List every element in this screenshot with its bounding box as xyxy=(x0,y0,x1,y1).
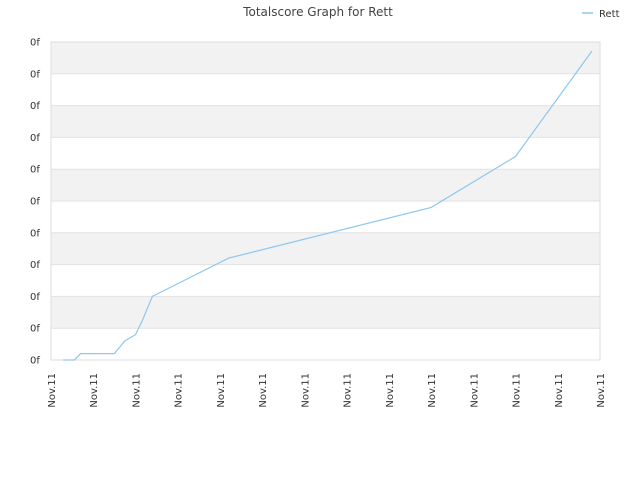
y-tick-label: 0f xyxy=(30,324,40,335)
x-tick-label: Nov.11 xyxy=(174,373,185,408)
x-tick-label: Nov.11 xyxy=(47,373,58,408)
x-tick-label: Nov.11 xyxy=(89,373,100,408)
data-point xyxy=(151,295,153,297)
x-tick-label: Nov.11 xyxy=(427,373,438,408)
y-tick-label: 0f xyxy=(30,133,40,144)
plot-band xyxy=(51,42,600,74)
x-axis-ticks: Nov.11 Nov.11 Nov.11 Nov.11 Nov.11 Nov.11 Nov.… xyxy=(47,373,607,408)
x-tick-label: Nov.11 xyxy=(596,373,607,408)
x-tick-label: Nov.11 xyxy=(131,373,142,408)
series-layer xyxy=(63,50,593,361)
data-point xyxy=(134,333,137,336)
data-point xyxy=(113,353,115,355)
x-tick-label: Nov.11 xyxy=(385,373,396,408)
y-tick-label: 0f xyxy=(30,292,40,303)
data-point xyxy=(227,257,229,259)
plot-band xyxy=(51,296,600,329)
y-tick-label: 0f xyxy=(30,165,40,176)
data-point xyxy=(124,340,126,342)
x-tick-label: Nov.11 xyxy=(512,373,523,408)
y-tick-label: 0f xyxy=(30,69,40,80)
x-tick-label: Nov.11 xyxy=(258,373,269,408)
plot-bands xyxy=(51,42,600,329)
data-point xyxy=(73,359,75,361)
legend[interactable]: Rett xyxy=(582,9,620,20)
y-tick-label: 0f xyxy=(30,228,40,239)
data-point xyxy=(63,359,65,361)
y-tick-label: 0f xyxy=(30,260,40,271)
data-point xyxy=(514,155,517,158)
plot-band xyxy=(51,105,600,138)
data-point xyxy=(141,321,143,323)
legend-label-rett: Rett xyxy=(599,9,620,20)
series-line-rett xyxy=(63,51,593,361)
plot-band xyxy=(51,169,600,201)
y-tick-label: 0f xyxy=(30,101,40,112)
x-tick-label: Nov.11 xyxy=(300,373,311,408)
data-point xyxy=(430,206,432,208)
x-tick-label: Nov.11 xyxy=(343,373,354,408)
plot-band xyxy=(51,232,600,265)
y-tick-label: 0f xyxy=(30,197,40,208)
y-tick-label: 0f xyxy=(30,38,40,49)
y-axis-ticks: 0f 0f 0f 0f 0f 0f 0f 0f 0f 0f 0f xyxy=(30,38,40,367)
x-tick-label: Nov.11 xyxy=(554,373,565,408)
x-tick-label: Nov.11 xyxy=(216,373,227,408)
chart-title: Totalscore Graph for Rett xyxy=(242,5,393,19)
data-point xyxy=(590,50,593,53)
plot-frame xyxy=(50,41,601,361)
x-tick-label: Nov.11 xyxy=(469,373,480,408)
data-point xyxy=(79,353,82,355)
y-tick-label: 0f xyxy=(30,356,40,367)
